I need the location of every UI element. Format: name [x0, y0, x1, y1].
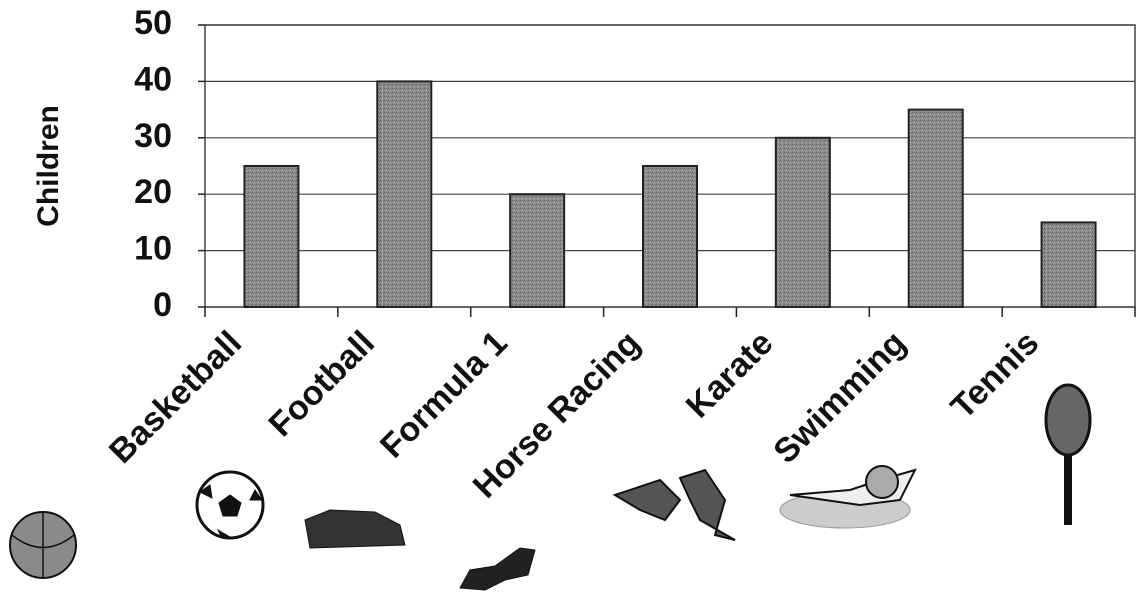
- x-tick-label: Tennis: [944, 324, 1047, 427]
- bar: [774, 136, 831, 308]
- y-tick-label: 10: [134, 230, 172, 268]
- x-tick-label: Karate: [679, 324, 781, 426]
- y-tick-label: 30: [134, 117, 172, 155]
- y-axis-label: Children: [32, 105, 65, 227]
- y-tick-label: 0: [153, 286, 172, 324]
- x-tick-label: Formula 1: [373, 324, 515, 466]
- bar: [509, 193, 566, 308]
- bar: [642, 165, 698, 308]
- y-tick-label: 50: [134, 4, 172, 42]
- x-tick-label: Basketball: [102, 324, 249, 471]
- y-tick-label: 20: [134, 173, 172, 211]
- bar: [376, 80, 433, 309]
- x-tick-label: Swimming: [766, 324, 913, 471]
- x-tick-label: Football: [262, 324, 382, 444]
- icons: [9, 383, 1092, 591]
- bar: [243, 165, 300, 308]
- bar: [907, 108, 964, 308]
- bar: [1040, 221, 1097, 308]
- y-tick-label: 40: [134, 60, 172, 98]
